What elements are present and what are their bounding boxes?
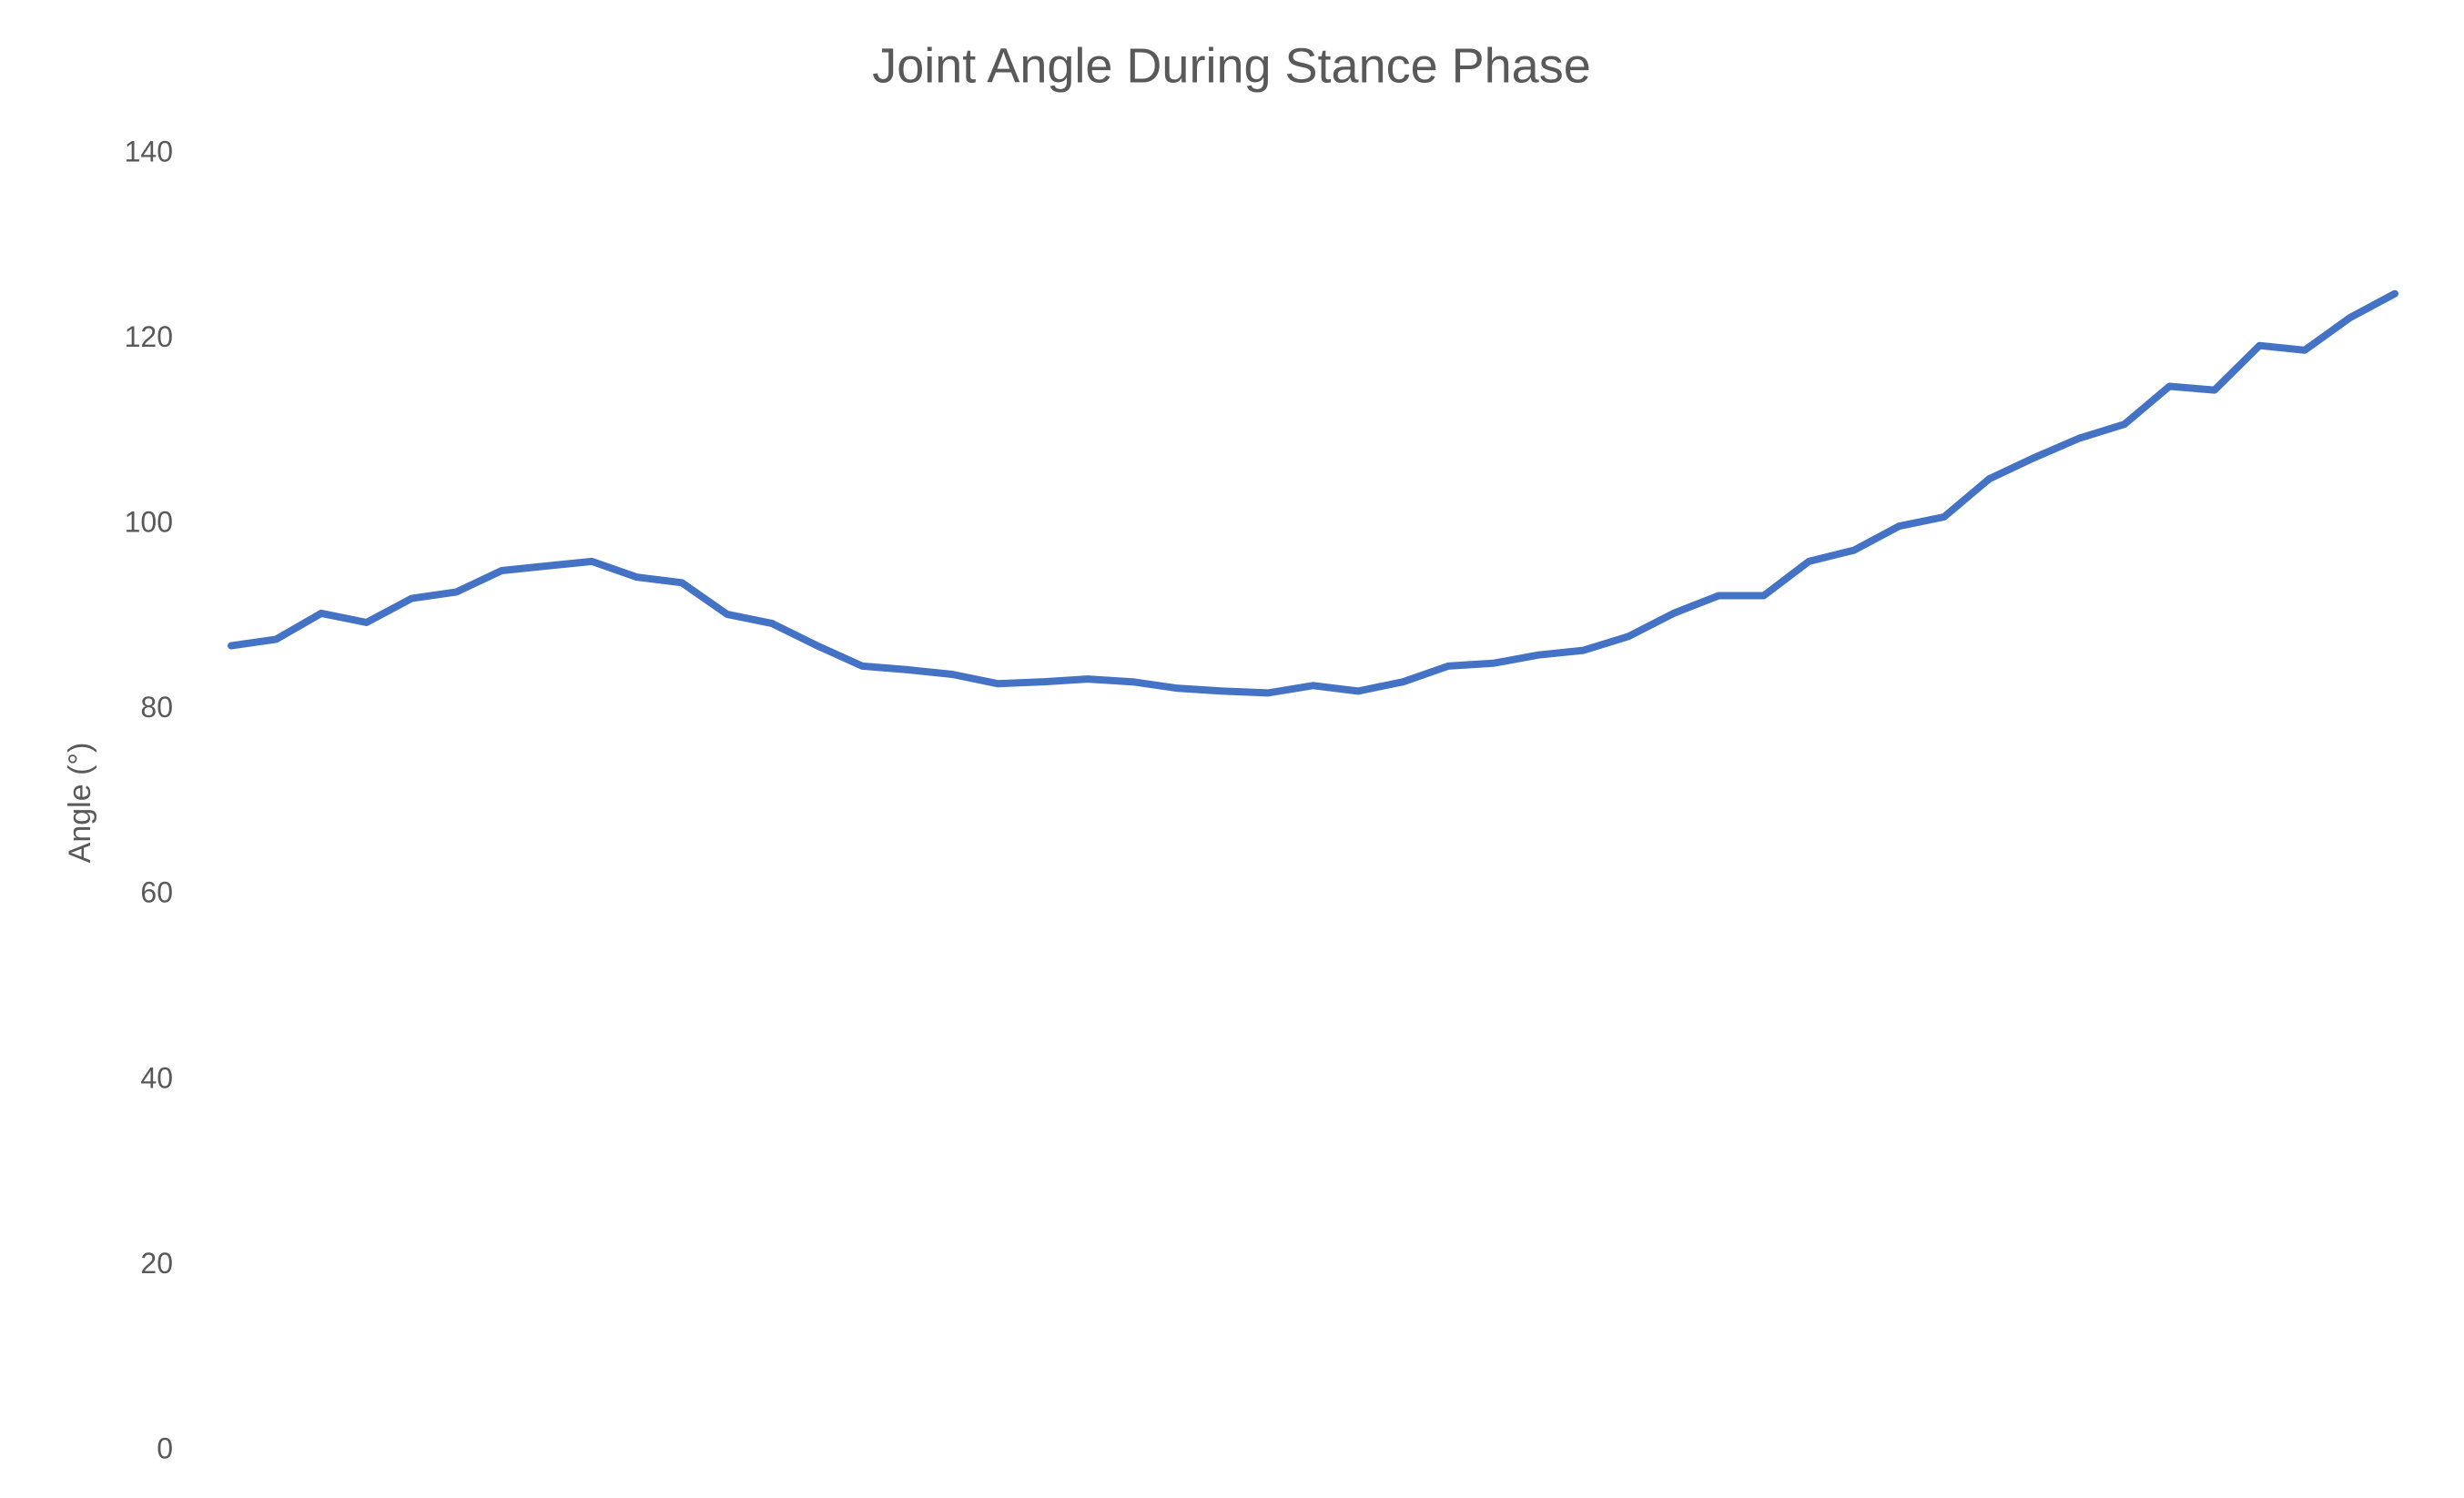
- chart-title: Joint Angle During Stance Phase: [872, 38, 1591, 93]
- y-tick-label: 40: [140, 1061, 173, 1094]
- y-tick-label: 20: [140, 1247, 173, 1280]
- y-tick-label: 120: [125, 320, 173, 353]
- y-tick-label: 140: [125, 135, 173, 167]
- y-tick-label: 80: [140, 691, 173, 724]
- data-line: [228, 289, 2398, 697]
- y-tick-label: 0: [157, 1432, 173, 1464]
- y-tick-label: 60: [140, 876, 173, 909]
- y-tick-label: 100: [125, 506, 173, 539]
- y-axis-label: Angle (°): [63, 743, 97, 864]
